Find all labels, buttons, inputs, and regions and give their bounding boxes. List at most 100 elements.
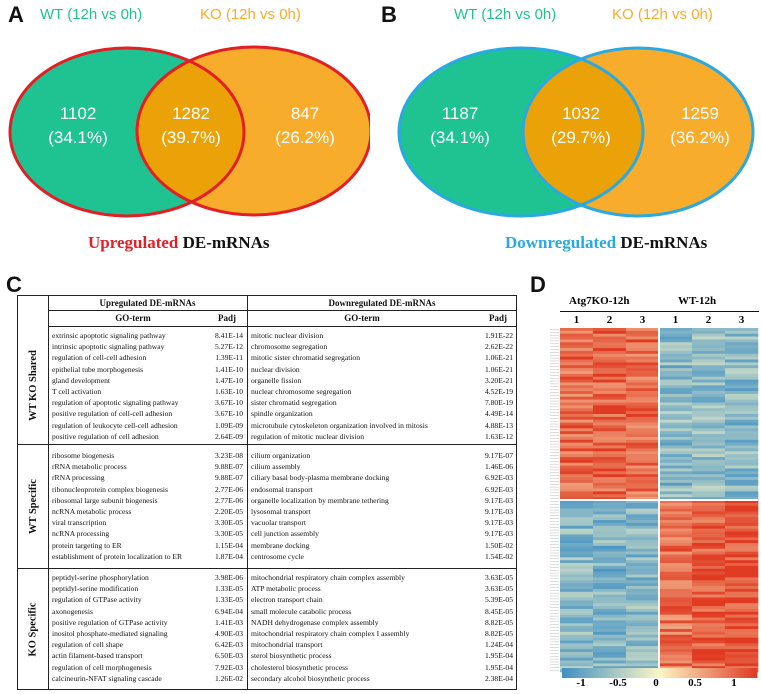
- heatmap-cell: [560, 557, 594, 561]
- heatmap-cell: [626, 442, 660, 446]
- legend-tick: -1: [576, 677, 586, 689]
- heatmap-cell: [692, 574, 726, 578]
- heatmap-cell: [659, 649, 693, 653]
- go-term: small molecule catabolic process: [251, 606, 352, 616]
- heatmap-cell: [626, 666, 660, 670]
- heatmap-cell: [560, 356, 594, 360]
- heatmap-cell: [692, 457, 726, 461]
- heatmap-cell: [725, 396, 759, 400]
- heatmap-cell: [626, 620, 660, 624]
- heatmap-cell: [659, 500, 693, 504]
- heatmap-cell: [725, 666, 759, 670]
- heatmap-cell: [692, 376, 726, 380]
- legend-swatch: [630, 668, 634, 678]
- heatmap-cell: [626, 356, 660, 360]
- go-term-row: sister chromatid segregation 7.80E-19: [251, 397, 513, 408]
- heatmap-cell: [725, 425, 759, 429]
- heatmap-cell: [560, 391, 594, 395]
- heatmap-cell: [659, 345, 693, 349]
- heatmap-cell: [725, 474, 759, 478]
- heatmap-cell: [560, 359, 594, 363]
- padj-value: 9.17E-03: [484, 529, 513, 539]
- heatmap-cell: [560, 540, 594, 544]
- heatmap-cell: [560, 594, 594, 598]
- heatmap-cell: [593, 626, 627, 630]
- heatmap-cell: [692, 494, 726, 498]
- heatmap-cell: [626, 557, 660, 561]
- heatmap-cell: [725, 617, 759, 621]
- heatmap-cell: [725, 574, 759, 578]
- heatmap-cell: [593, 537, 627, 541]
- go-term: ribosomal large subunit biogenesis: [52, 495, 158, 505]
- heatmap-cell: [725, 454, 759, 458]
- heatmap-cell: [560, 640, 594, 644]
- heatmap-cell: [725, 434, 759, 438]
- padj-value: 1.41E-03: [214, 617, 243, 627]
- heatmap-cell: [659, 560, 693, 564]
- heatmap-cell: [593, 396, 627, 400]
- heatmap-cell: [725, 557, 759, 561]
- heatmap-cell: [725, 431, 759, 435]
- heatmap-cell: [659, 586, 693, 590]
- heatmap-cell: [560, 434, 594, 438]
- heatmap-cell: [692, 462, 726, 466]
- heatmap-cell: [725, 405, 759, 409]
- go-term-row: ribosome biogenesis 3.23E-08: [52, 450, 243, 461]
- go-term-row: mitotic nuclear division 1.91E-22: [251, 330, 513, 341]
- heatmap-cell: [659, 468, 693, 472]
- legend-swatch: [581, 668, 586, 678]
- padj-value: 6.94E-04: [214, 606, 243, 616]
- heatmap-cell: [593, 568, 627, 572]
- column-label: 3: [738, 314, 745, 326]
- go-term: actin filament-based transport: [52, 651, 143, 661]
- heatmap-cell: [593, 631, 627, 636]
- heatmap-cell: [560, 637, 594, 641]
- heatmap-cell: [692, 391, 726, 395]
- heatmap-cell: [593, 525, 627, 529]
- heatmap-cell: [725, 399, 759, 403]
- heatmap-cell: [659, 608, 693, 613]
- heatmap-cell: [560, 508, 594, 512]
- heatmap-cell: [692, 342, 726, 346]
- heatmap-cell: [725, 620, 759, 624]
- padj-value: 9.88E-07: [214, 462, 243, 472]
- heatmap-cell: [692, 640, 726, 644]
- legend-tick: 0: [653, 677, 659, 689]
- heatmap-cell: [560, 560, 594, 564]
- heatmap-cell: [560, 371, 594, 375]
- heatmap-cell: [692, 577, 726, 581]
- heatmap-cell: [692, 500, 726, 504]
- heatmap-cell: [692, 614, 726, 618]
- heatmap-cell: [593, 540, 627, 544]
- heatmap-cell: [560, 522, 594, 527]
- heatmap-cell: [692, 545, 726, 550]
- legend-swatch: [698, 668, 703, 678]
- heatmap-cell: [659, 471, 693, 475]
- venn-a-wt-outline: [8, 46, 246, 218]
- padj-value: 1.91E-22: [484, 331, 513, 340]
- up-header: Upregulated DE-mRNAs: [99, 298, 196, 308]
- heatmap-cell: [725, 634, 759, 638]
- go-term-row: establishment of protein localization to…: [52, 551, 243, 562]
- heatmap-cell: [593, 339, 627, 343]
- heatmap-cell: [659, 482, 693, 486]
- heatmap-cell: [626, 551, 660, 555]
- heatmap-cell: [593, 502, 627, 507]
- heatmap-cell: [659, 637, 693, 641]
- heatmap-cell: [659, 666, 693, 670]
- padj-value: 3.67E-10: [214, 409, 243, 419]
- go-term: organelle fission: [251, 375, 302, 385]
- padj-value: 4.90E-03: [214, 629, 243, 639]
- venn-b-ko-outline: [521, 46, 755, 218]
- heatmap-cell: [626, 511, 660, 515]
- heatmap-cell: [560, 465, 594, 469]
- heatmap-cell: [560, 583, 594, 587]
- go-term-row: endosomal transport 6.92E-03: [251, 484, 513, 495]
- padj-value: 2.64E-09: [214, 431, 243, 441]
- heatmap-cell: [626, 419, 660, 423]
- go-term-row: small molecule catabolic process 8.45E-05: [251, 606, 513, 617]
- heatmap-cell: [560, 436, 594, 441]
- heatmap-cell: [659, 408, 693, 412]
- heatmap-cell: [626, 545, 660, 550]
- padj-value: 5.27E-12: [214, 342, 243, 352]
